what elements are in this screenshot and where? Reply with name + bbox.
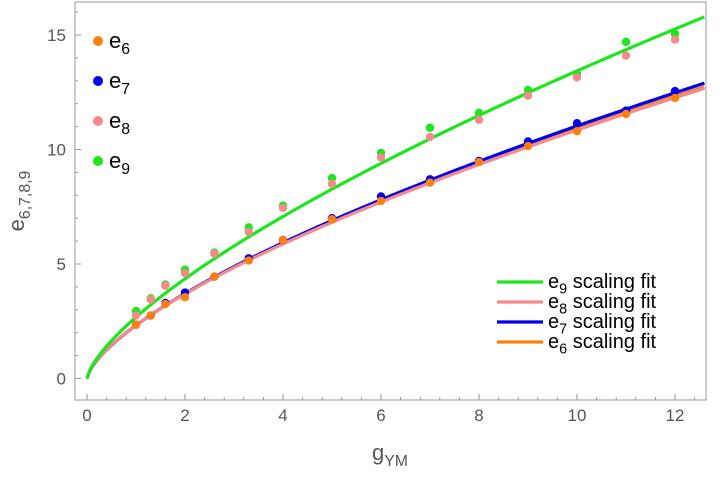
y-tick-label: 15	[47, 26, 66, 45]
fit-curve-e8	[85, 86, 705, 380]
data-point-e8	[161, 281, 170, 290]
legend-marker-e6	[93, 36, 103, 46]
x-tick-label: 2	[180, 406, 189, 425]
series-e6	[131, 93, 680, 329]
data-point-e6	[131, 320, 141, 329]
data-point-e8	[131, 311, 141, 320]
legend-marker-e7	[93, 76, 103, 86]
data-point-e8	[425, 132, 435, 142]
x-tick-label: 6	[376, 406, 385, 425]
y-axis-label: e6,7,8,9	[4, 170, 34, 231]
x-axis-label: gYM	[372, 440, 408, 470]
data-point-e7	[572, 118, 582, 128]
data-point-e8	[523, 91, 533, 100]
data-point-e6	[621, 109, 631, 119]
x-tick-label: 0	[82, 406, 91, 425]
data-point-e9	[474, 108, 484, 118]
legend-fit-label-e7: e7 scaling fit	[548, 311, 657, 338]
legend-marker-e9	[93, 156, 103, 166]
data-point-e6	[425, 178, 435, 187]
x-tick-label: 8	[474, 406, 483, 425]
data-point-e6	[278, 235, 288, 245]
data-point-e8	[180, 268, 190, 278]
x-tick-label: 12	[666, 406, 685, 425]
legend-fit-label-e8: e8 scaling fit	[548, 291, 657, 318]
data-point-e6	[210, 272, 219, 281]
data-point-e6	[161, 299, 170, 309]
data-point-e6	[376, 196, 386, 206]
data-point-e6	[244, 256, 253, 265]
data-point-e8	[244, 227, 253, 237]
data-point-e8	[572, 73, 582, 82]
series-e8	[131, 35, 680, 320]
y-tick-label: 5	[57, 255, 66, 274]
x-tick-label: 4	[278, 406, 287, 425]
data-point-e8	[327, 179, 337, 189]
data-point-e8	[146, 295, 155, 304]
data-point-e8	[278, 203, 288, 213]
data-point-e8	[670, 35, 680, 44]
data-point-e6	[523, 141, 533, 151]
fit-curve-e9	[85, 15, 706, 380]
legend-fit-label-e6: e6 scaling fit	[548, 331, 657, 358]
data-point-e8	[210, 249, 219, 258]
legend-fit-label-e9: e9 scaling fit	[548, 271, 657, 298]
legend-label-e8: e8	[109, 108, 130, 138]
data-point-e8	[474, 115, 484, 124]
data-point-e6	[180, 293, 190, 302]
plot-frame	[74, 1, 707, 401]
y-tick-label: 0	[57, 370, 66, 389]
legend-label-e7: e7	[109, 68, 130, 98]
data-point-e6	[572, 126, 582, 136]
legend-marker-e8	[93, 116, 103, 126]
data-point-e6	[474, 157, 484, 167]
y-tick-label: 10	[47, 141, 66, 160]
legend-label-e9: e9	[109, 148, 130, 178]
data-point-e8	[376, 153, 386, 162]
data-point-e6	[146, 311, 155, 320]
data-point-e8	[621, 51, 631, 60]
data-point-e7	[670, 86, 680, 96]
data-point-e9	[621, 37, 631, 47]
data-point-e9	[425, 123, 435, 132]
data-point-e6	[327, 215, 337, 224]
x-tick-label: 10	[568, 406, 587, 425]
legend-label-e6: e6	[109, 28, 130, 58]
data-point-e6	[670, 93, 680, 103]
